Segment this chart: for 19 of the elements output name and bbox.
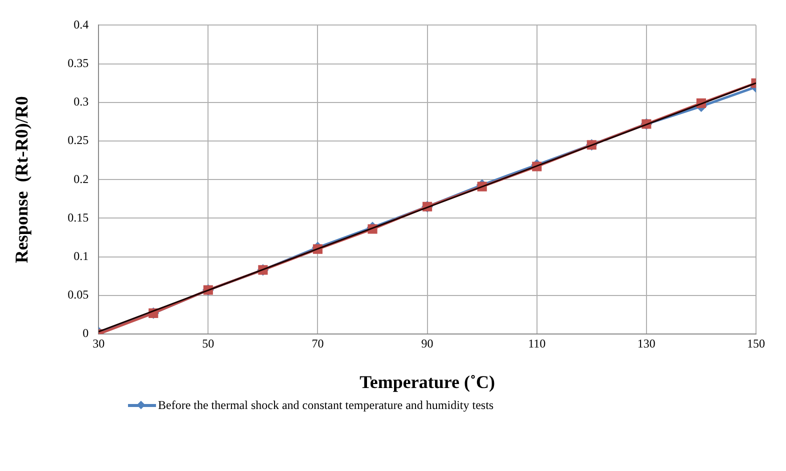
y-tick-label: 0.2 (74, 172, 89, 186)
y-tick-label: 0.3 (74, 94, 89, 109)
x-tick-label: 130 (637, 336, 656, 350)
x-tick-label: 150 (747, 336, 765, 350)
y-tick-label: 0.4 (74, 17, 89, 32)
x-tick-label: 50 (202, 336, 214, 350)
x-tick-label: 30 (92, 336, 105, 350)
y-tick-label: 0.35 (68, 56, 89, 70)
y-tick-label: 0.15 (68, 210, 89, 224)
y-tick-label: 0 (82, 326, 89, 340)
x-tick-label: 90 (421, 336, 434, 350)
legend-label: Before the thermal shock and constant temperature and humidity tests (158, 398, 494, 413)
y-tick-label: 0.05 (68, 288, 89, 302)
x-tick-label: 110 (528, 336, 546, 350)
y-tick-label: 0.25 (68, 133, 89, 148)
y-tick-label: 0.1 (74, 248, 89, 263)
y-axis-title: Response (Rt-R0)/R0 (11, 96, 32, 264)
x-tick-label: 70 (312, 336, 324, 350)
x-axis-title: Temperature (˚C) (360, 372, 496, 392)
